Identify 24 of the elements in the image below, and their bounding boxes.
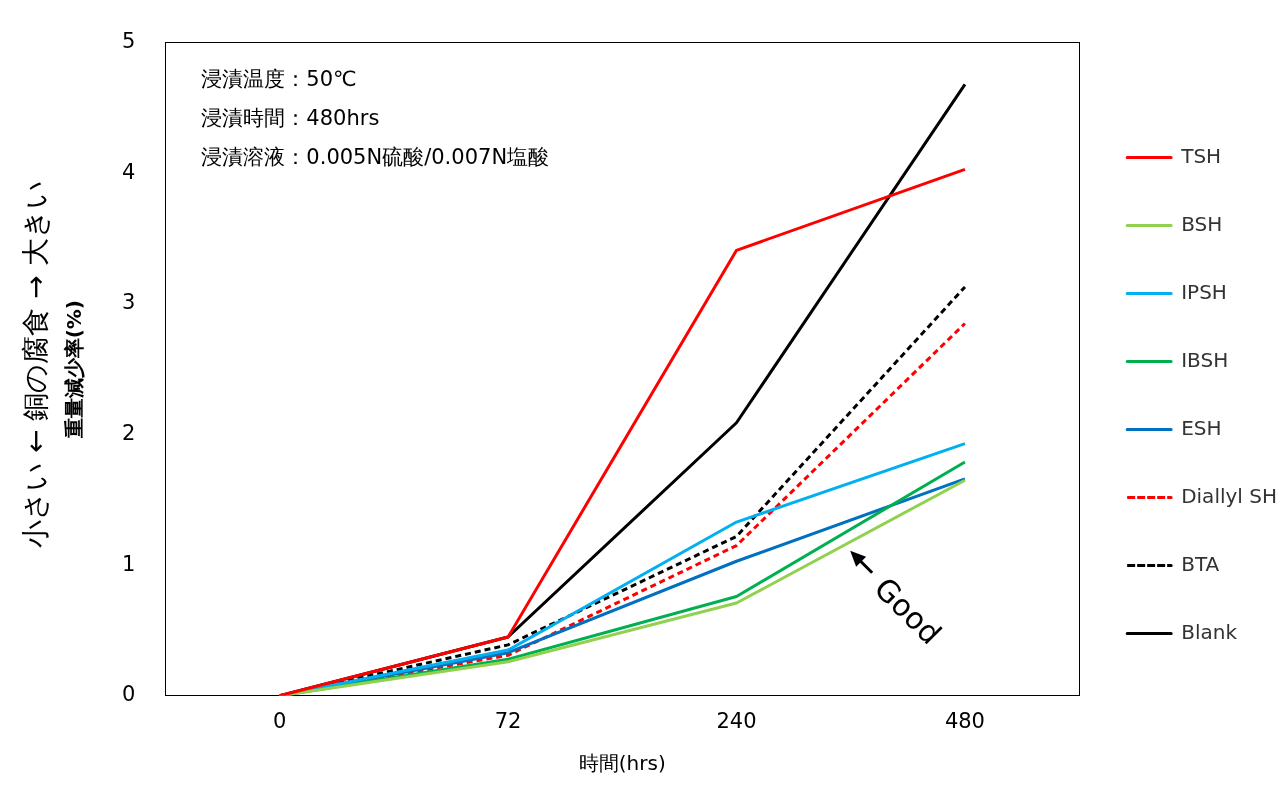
- y-tick-label: 2: [121, 420, 136, 445]
- x-tick-label: 0: [272, 708, 287, 733]
- annotation: 浸漬溶液：0.005N硫酸/0.007N塩酸: [201, 145, 550, 170]
- text: 小さい ← 銅の腐食 → 大きい: [19, 180, 53, 548]
- legend-label: TSH: [1180, 143, 1222, 168]
- y-tick-label: 3: [121, 290, 136, 315]
- y-tick-label: 1: [121, 551, 136, 576]
- x-tick-label: 480: [944, 708, 985, 733]
- legend-label: Diallyl SH: [1181, 483, 1277, 508]
- x-axis-title: 時間(hrs): [578, 751, 666, 776]
- y-tick-label: 5: [121, 29, 136, 54]
- legend-label: BSH: [1181, 211, 1223, 236]
- y-axis-title: 重量減少率(%): [62, 300, 87, 440]
- legend-label: Blank: [1181, 619, 1238, 644]
- legend-label: BTA: [1181, 551, 1220, 576]
- x-tick-label: 72: [494, 708, 522, 733]
- y-tick-label: 4: [121, 159, 136, 184]
- y-tick-label: 0: [121, 682, 136, 707]
- annotation: 浸漬時間：480hrs: [201, 106, 380, 131]
- legend-label: IPSH: [1181, 279, 1227, 304]
- legend-label: ESH: [1181, 415, 1222, 440]
- legend-label: IBSH: [1181, 347, 1229, 372]
- x-tick-label: 240: [716, 708, 757, 733]
- annotation: 浸漬温度：50℃: [201, 67, 357, 92]
